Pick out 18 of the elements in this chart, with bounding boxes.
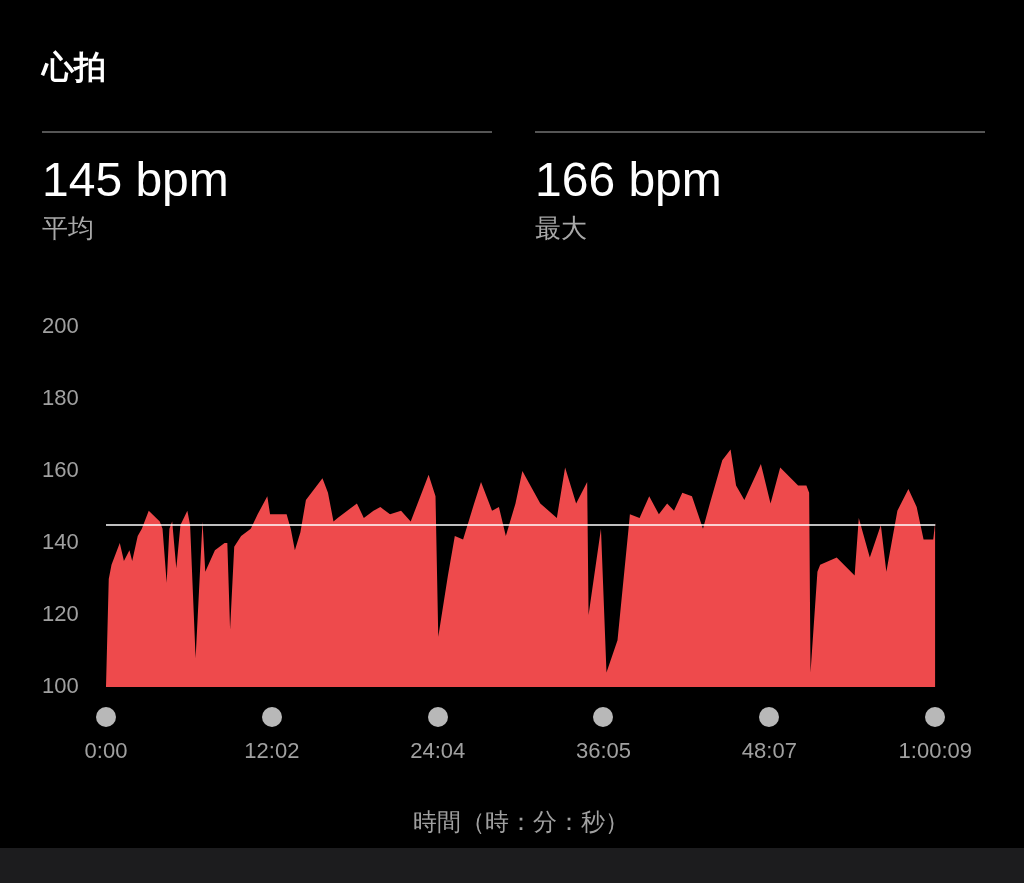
y-tick-label: 200: [42, 313, 79, 339]
x-tick-label: 0:00: [84, 738, 128, 764]
y-tick-label: 140: [42, 529, 79, 555]
text: 平均: [42, 212, 95, 245]
x-tick-label: 24:04: [410, 738, 466, 764]
text: 最大: [535, 212, 588, 245]
y-tick-label: 160: [42, 457, 79, 483]
text: 166 bpm: [535, 152, 722, 208]
chart-title: 心拍: [42, 48, 106, 87]
x-axis-title: 時間（時：分：秒）: [412, 808, 629, 836]
x-tick-label: 48:07: [741, 738, 797, 764]
x-tick-label: 1:00:09: [898, 738, 972, 764]
x-tick-label: 12:02: [244, 738, 300, 764]
y-tick-label: 120: [42, 601, 79, 627]
x-tick-label: 36:05: [575, 738, 632, 764]
y-tick-label: 180: [42, 385, 79, 411]
text: 145 bpm: [42, 152, 229, 208]
y-tick-label: 100: [42, 673, 79, 699]
